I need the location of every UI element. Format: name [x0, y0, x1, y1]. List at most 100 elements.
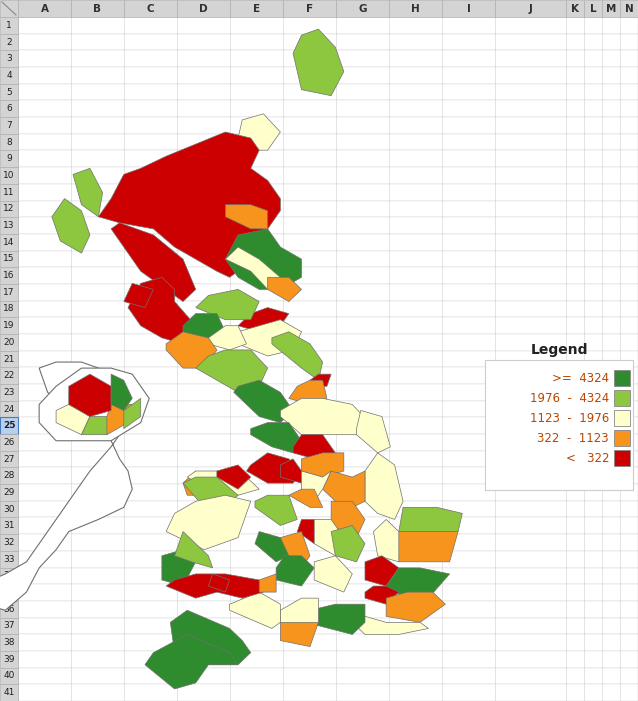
Bar: [0, 284, 18, 301]
Text: 2: 2: [6, 38, 12, 46]
Bar: [0, 551, 18, 568]
Bar: [18, 217, 638, 234]
Bar: [0, 501, 18, 517]
Bar: [389, 0, 442, 17]
Text: 8: 8: [6, 137, 12, 147]
Bar: [18, 667, 638, 684]
Polygon shape: [306, 604, 365, 634]
Bar: [18, 318, 638, 334]
Bar: [0, 217, 18, 234]
Polygon shape: [365, 453, 403, 519]
Polygon shape: [259, 574, 276, 592]
Bar: [18, 134, 638, 151]
Bar: [485, 360, 633, 490]
Bar: [18, 250, 638, 267]
Bar: [495, 0, 566, 17]
Polygon shape: [188, 471, 259, 495]
Bar: [18, 384, 638, 401]
Polygon shape: [124, 398, 141, 428]
Text: 38: 38: [3, 638, 15, 647]
Bar: [18, 484, 638, 501]
Bar: [18, 568, 638, 584]
Bar: [18, 651, 638, 667]
Bar: [18, 517, 638, 534]
Bar: [0, 634, 18, 651]
Bar: [18, 0, 71, 17]
Polygon shape: [56, 404, 90, 435]
Bar: [71, 0, 124, 17]
Text: 41: 41: [3, 688, 15, 697]
Bar: [18, 151, 638, 167]
Polygon shape: [289, 489, 323, 508]
Text: A: A: [40, 4, 48, 13]
Polygon shape: [183, 471, 217, 495]
Bar: [0, 651, 18, 667]
Bar: [18, 434, 638, 451]
Text: N: N: [625, 4, 634, 13]
Text: 25: 25: [3, 421, 15, 430]
Bar: [18, 551, 638, 568]
Bar: [0, 184, 18, 200]
Bar: [18, 401, 638, 417]
Polygon shape: [166, 574, 263, 598]
Text: 7: 7: [6, 121, 12, 130]
Bar: [0, 367, 18, 384]
Polygon shape: [268, 278, 302, 301]
Bar: [0, 384, 18, 401]
Bar: [0, 451, 18, 468]
Text: 35: 35: [3, 588, 15, 597]
Bar: [18, 634, 638, 651]
Polygon shape: [272, 332, 323, 380]
Bar: [614, 390, 630, 406]
Text: 10: 10: [3, 171, 15, 180]
Bar: [18, 284, 638, 301]
Text: F: F: [306, 4, 313, 13]
Bar: [18, 100, 638, 117]
Text: 9: 9: [6, 154, 12, 163]
Bar: [0, 301, 18, 318]
Polygon shape: [255, 495, 297, 526]
Bar: [0, 234, 18, 250]
Text: 26: 26: [3, 438, 15, 447]
Text: 29: 29: [3, 488, 15, 497]
Polygon shape: [225, 229, 302, 290]
Text: 322  -  1123: 322 - 1123: [537, 432, 609, 444]
Polygon shape: [357, 411, 390, 453]
Polygon shape: [331, 526, 365, 562]
Polygon shape: [289, 380, 327, 404]
Polygon shape: [166, 332, 217, 368]
Polygon shape: [82, 416, 111, 435]
Bar: [283, 0, 336, 17]
Polygon shape: [196, 290, 259, 320]
Polygon shape: [238, 308, 289, 332]
Bar: [0, 468, 18, 484]
Bar: [18, 618, 638, 634]
Polygon shape: [310, 374, 331, 386]
Bar: [18, 417, 638, 434]
Bar: [18, 684, 638, 701]
Text: 20: 20: [3, 338, 15, 347]
Bar: [18, 17, 638, 34]
Bar: [18, 301, 638, 318]
Bar: [0, 117, 18, 134]
Text: 1976  -  4324: 1976 - 4324: [530, 391, 609, 404]
Text: 13: 13: [3, 221, 15, 230]
Polygon shape: [111, 223, 196, 301]
Polygon shape: [217, 465, 251, 489]
Polygon shape: [209, 574, 230, 592]
Text: 36: 36: [3, 605, 15, 614]
Bar: [18, 184, 638, 200]
Text: I: I: [466, 4, 470, 13]
Bar: [0, 618, 18, 634]
Bar: [614, 410, 630, 426]
Bar: [18, 167, 638, 184]
Text: 1: 1: [6, 21, 12, 30]
Bar: [620, 0, 638, 17]
Text: 33: 33: [3, 554, 15, 564]
Polygon shape: [394, 531, 458, 562]
Bar: [18, 534, 638, 551]
Bar: [18, 468, 638, 484]
Text: 3: 3: [6, 54, 12, 63]
Text: 24: 24: [3, 404, 15, 414]
Bar: [18, 267, 638, 284]
